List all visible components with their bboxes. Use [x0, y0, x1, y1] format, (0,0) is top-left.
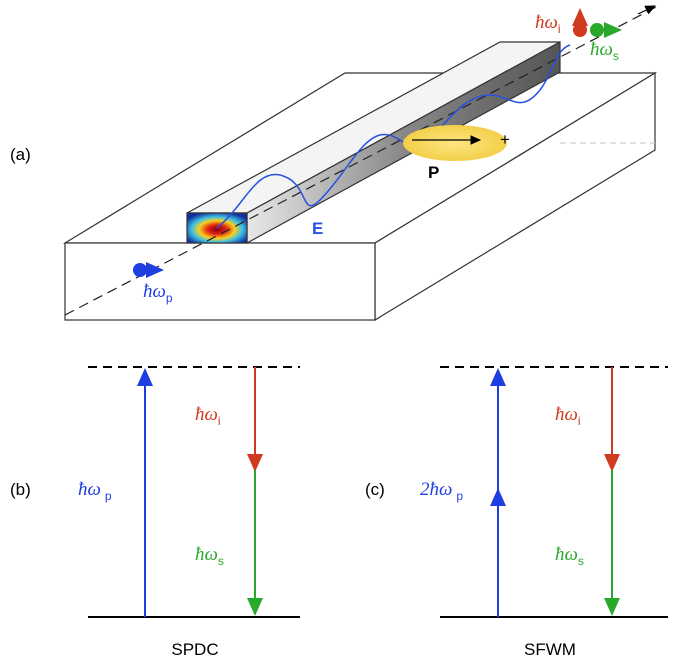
- signal-label: ħωs: [555, 544, 584, 568]
- signal-label: ħωs: [195, 544, 224, 568]
- panel-tag: (a): [10, 145, 31, 164]
- figure: (a) + P E ħωp ħωi ħωs (b) ħωp ħωi ħωs SP…: [0, 0, 684, 662]
- caption: SFWM: [524, 640, 576, 659]
- idler-label: ħωi: [535, 12, 561, 36]
- polarization-label: P: [428, 163, 439, 182]
- idler-label: ħωi: [555, 404, 581, 428]
- dipole: [403, 125, 507, 161]
- panel-tag: (b): [10, 480, 31, 499]
- out-arrow: [638, 6, 655, 14]
- slab-front: [65, 243, 375, 320]
- panel-b: [88, 367, 300, 617]
- caption: SPDC: [171, 640, 218, 659]
- field-label: E: [312, 219, 323, 238]
- idler-label: ħωi: [195, 404, 221, 428]
- panel-c: [440, 367, 668, 617]
- panel-tag: (c): [365, 480, 385, 499]
- charge: +: [500, 130, 510, 149]
- signal-label: ħωs: [590, 39, 619, 63]
- panel-a: [65, 5, 660, 320]
